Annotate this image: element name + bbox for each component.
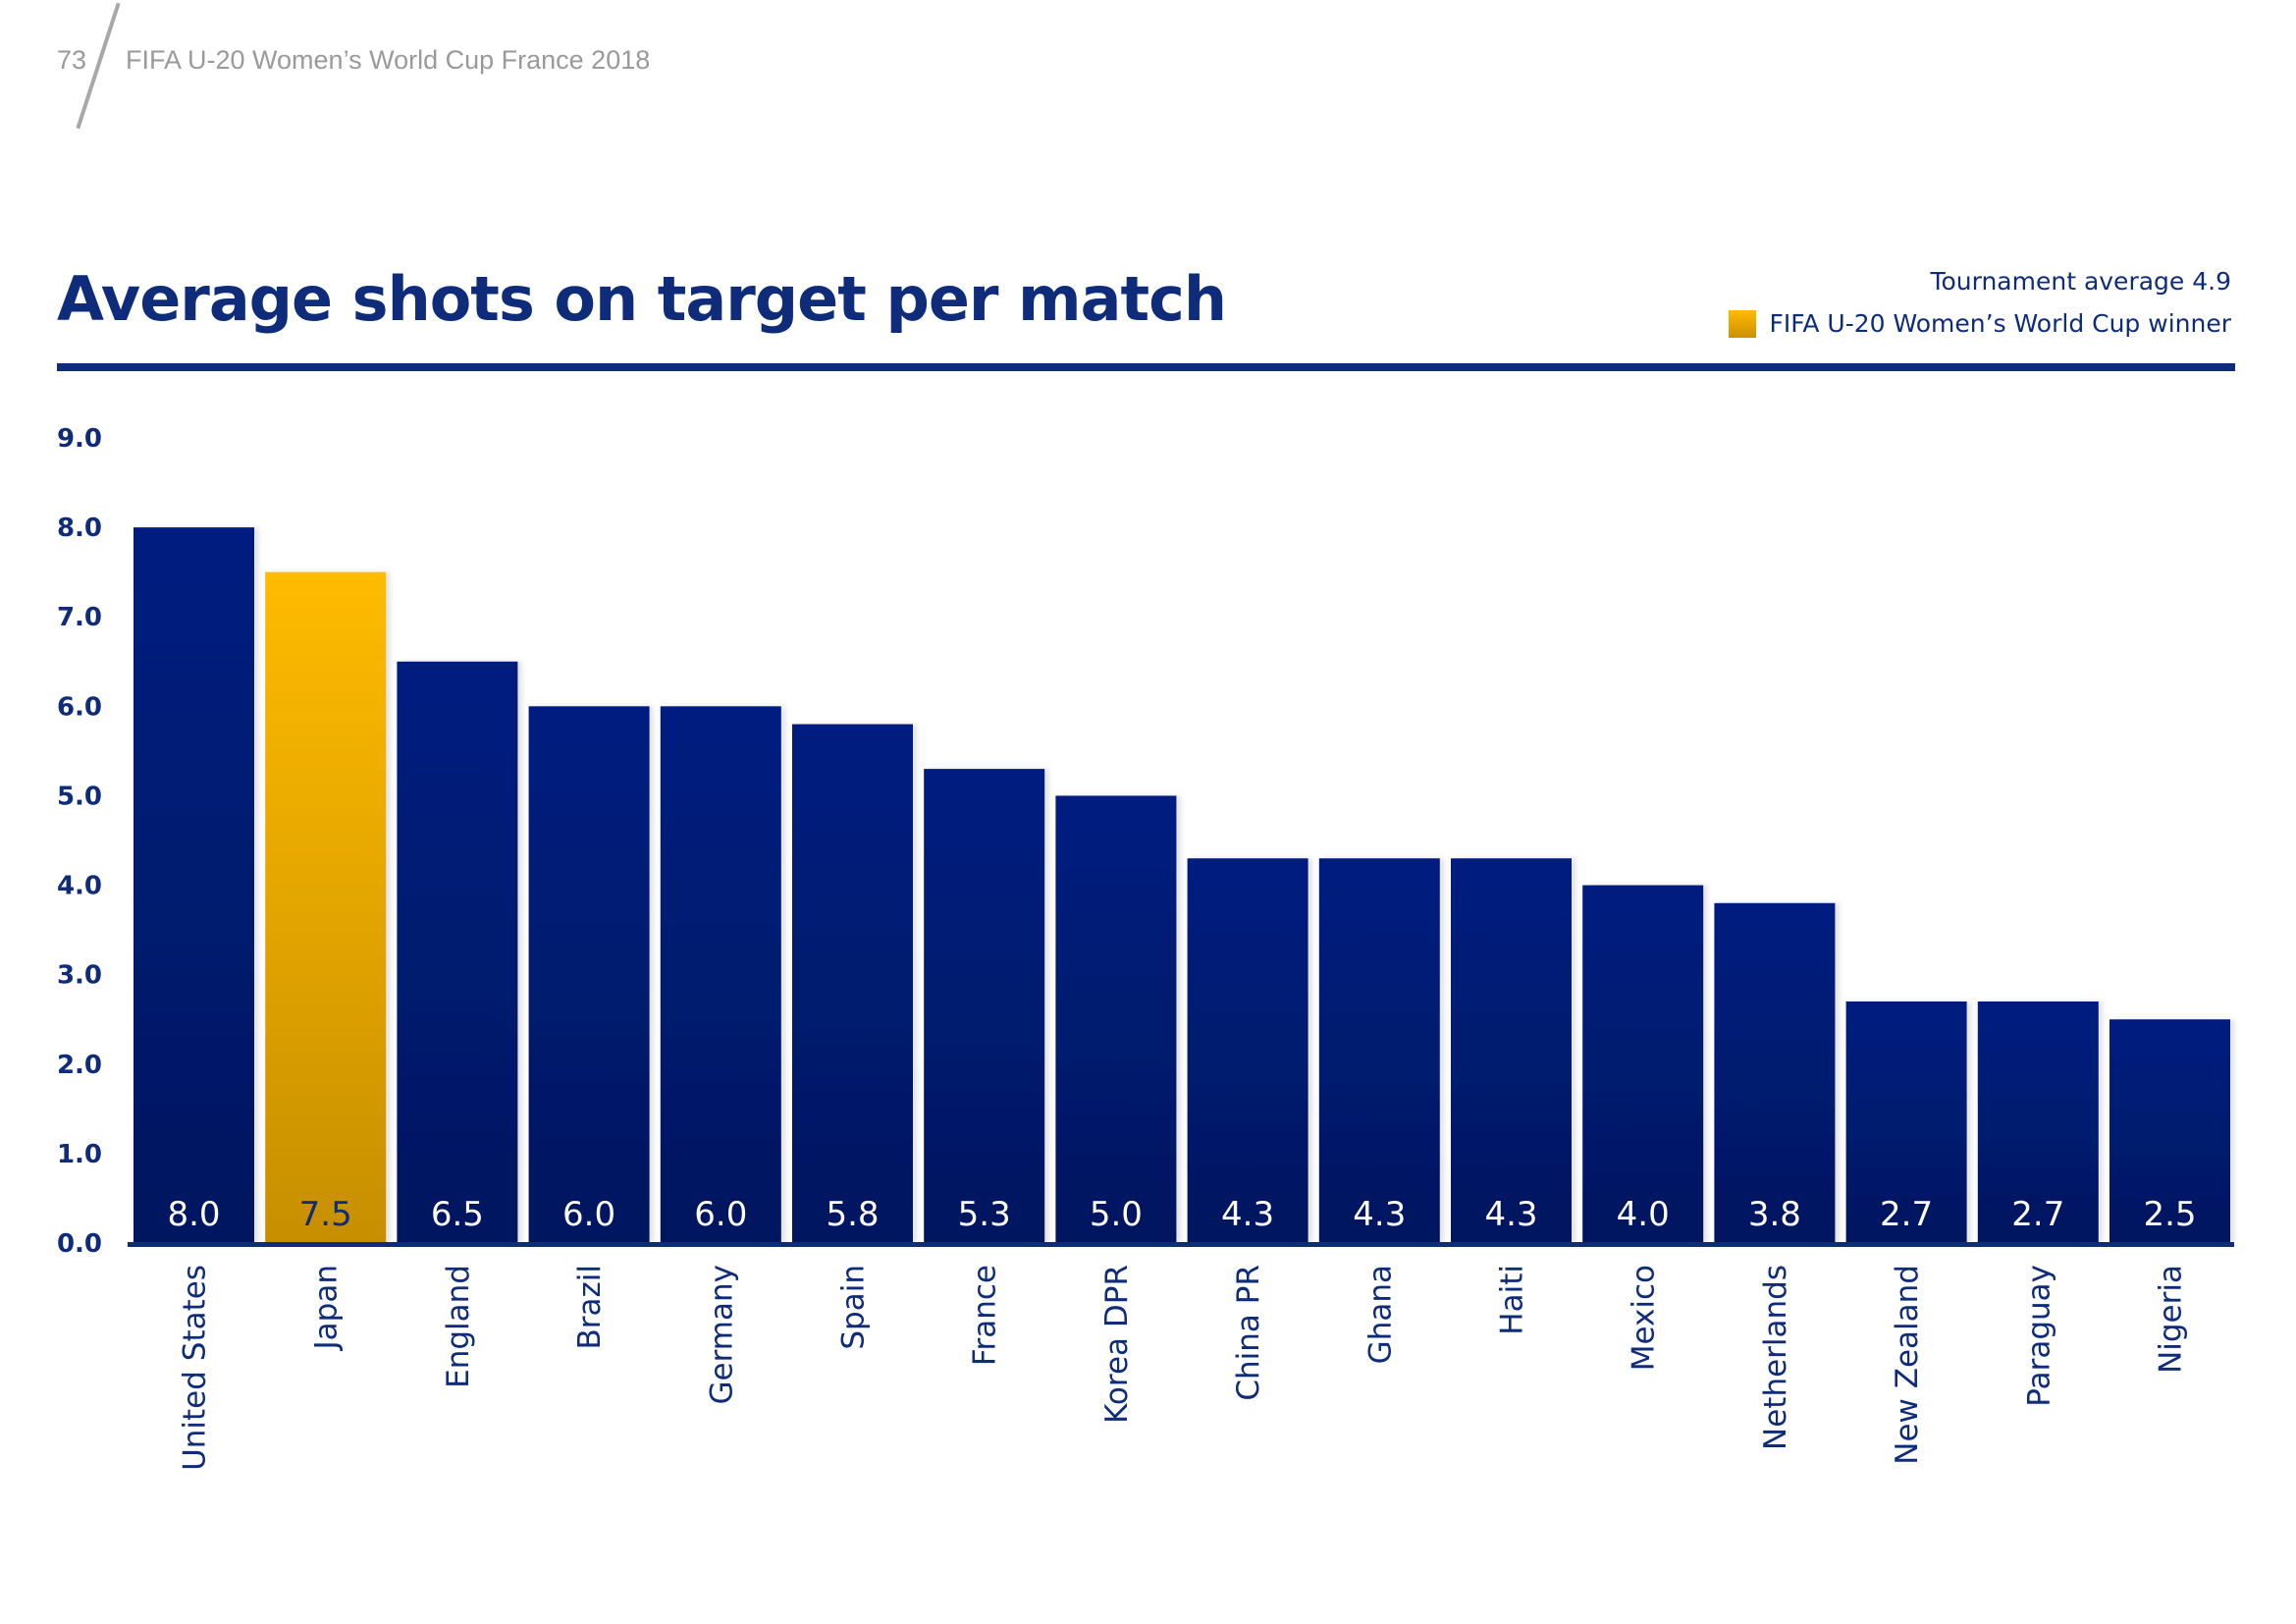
bar-paraguay — [1977, 1001, 2099, 1243]
bar-nigeria — [2109, 1019, 2230, 1243]
bar-value-label: 6.0 — [694, 1195, 747, 1234]
bar-netherlands — [1714, 902, 1836, 1243]
legend: Tournament average 4.9 FIFA U-20 Women’s… — [1728, 267, 2231, 338]
bar-value-label: 5.3 — [958, 1195, 1011, 1234]
y-tick-label: 4.0 — [57, 872, 102, 901]
x-category-label: Haiti — [1495, 1265, 1530, 1335]
x-axis: United States Japan England Brazil Germany Sp… — [128, 1242, 2234, 1471]
y-tick-label: 5.0 — [57, 782, 102, 811]
page-number: 73 — [57, 45, 87, 75]
x-category-label: Japan — [309, 1265, 345, 1351]
legend-winner-entry: FIFA U-20 Women’s World Cup winner — [1728, 309, 2231, 338]
x-axis-line — [128, 1242, 2234, 1247]
y-tick-label: 3.0 — [57, 961, 102, 991]
bars: 8.0 7.5 6.5 6.0 6.0 5.8 5.3 5.0 4.3 4.3 4.3 4.0 3.8 2… — [133, 527, 2230, 1243]
bar-germany — [660, 706, 781, 1243]
x-category-label: Korea DPR — [1099, 1265, 1135, 1424]
bar-value-label: 4.0 — [1617, 1195, 1670, 1234]
x-category-label: Ghana — [1362, 1265, 1398, 1364]
bar-value-label: 8.0 — [167, 1195, 220, 1234]
y-axis: 0.0 1.0 2.0 3.0 4.0 5.0 6.0 7.0 8.0 9.0 — [57, 424, 102, 1259]
bar-value-label: 6.0 — [562, 1195, 615, 1234]
bar-ghana — [1318, 858, 1440, 1243]
x-category-label: England — [441, 1265, 476, 1388]
bar-korea-dpr — [1055, 795, 1177, 1243]
x-category-label: Nigeria — [2154, 1265, 2189, 1374]
bar-united-states — [133, 527, 254, 1243]
x-category-label: New Zealand — [1890, 1265, 1925, 1465]
document-title: FIFA U-20 Women’s World Cup France 2018 — [126, 45, 651, 75]
y-tick-label: 8.0 — [57, 514, 102, 543]
bar-value-label: 3.8 — [1748, 1195, 1801, 1234]
bar-value-label: 2.5 — [2143, 1195, 2196, 1234]
bar-value-label: 2.7 — [2011, 1195, 2064, 1234]
bar-france — [924, 769, 1045, 1243]
y-tick-label: 0.0 — [57, 1229, 102, 1259]
bar-value-label: 2.7 — [1880, 1195, 1933, 1234]
bar-england — [397, 661, 518, 1243]
x-category-label: China PR — [1231, 1265, 1266, 1401]
x-category-label: Brazil — [572, 1265, 608, 1350]
winner-legend-label: FIFA U-20 Women’s World Cup winner — [1769, 309, 2231, 338]
bar-value-label: 7.5 — [299, 1195, 352, 1234]
chart-title: Average shots on target per match — [57, 263, 1227, 335]
x-category-label: Mexico — [1627, 1265, 1662, 1371]
y-tick-label: 2.0 — [57, 1051, 102, 1080]
x-category-label: Paraguay — [2021, 1265, 2056, 1407]
y-tick-label: 9.0 — [57, 424, 102, 454]
x-category-label: France — [968, 1265, 1003, 1366]
bar-new-zealand — [1845, 1001, 1967, 1243]
bar-value-label: 6.5 — [431, 1195, 484, 1234]
bar-china-pr — [1187, 858, 1308, 1243]
x-category-label: Netherlands — [1758, 1265, 1793, 1450]
winner-swatch-icon — [1728, 309, 1756, 338]
bar-value-label: 5.0 — [1090, 1195, 1143, 1234]
title-rule — [57, 363, 2235, 371]
bar-value-label: 4.3 — [1221, 1195, 1274, 1234]
y-tick-label: 1.0 — [57, 1140, 102, 1169]
y-tick-label: 7.0 — [57, 603, 102, 632]
x-category-label: Germany — [704, 1265, 739, 1404]
bar-mexico — [1582, 885, 1704, 1243]
bar-value-label: 4.3 — [1484, 1195, 1537, 1234]
bar-value-label: 5.8 — [826, 1195, 879, 1234]
y-tick-label: 6.0 — [57, 692, 102, 722]
bar-value-label: 4.3 — [1353, 1195, 1406, 1234]
x-category-label: United States — [178, 1265, 213, 1471]
x-category-label: Spain — [836, 1265, 872, 1350]
bar-brazil — [528, 706, 650, 1243]
bar-japan — [265, 571, 387, 1243]
bar-haiti — [1451, 858, 1572, 1243]
bar-spain — [792, 724, 913, 1243]
tournament-average-label: Tournament average 4.9 — [1930, 267, 2231, 296]
